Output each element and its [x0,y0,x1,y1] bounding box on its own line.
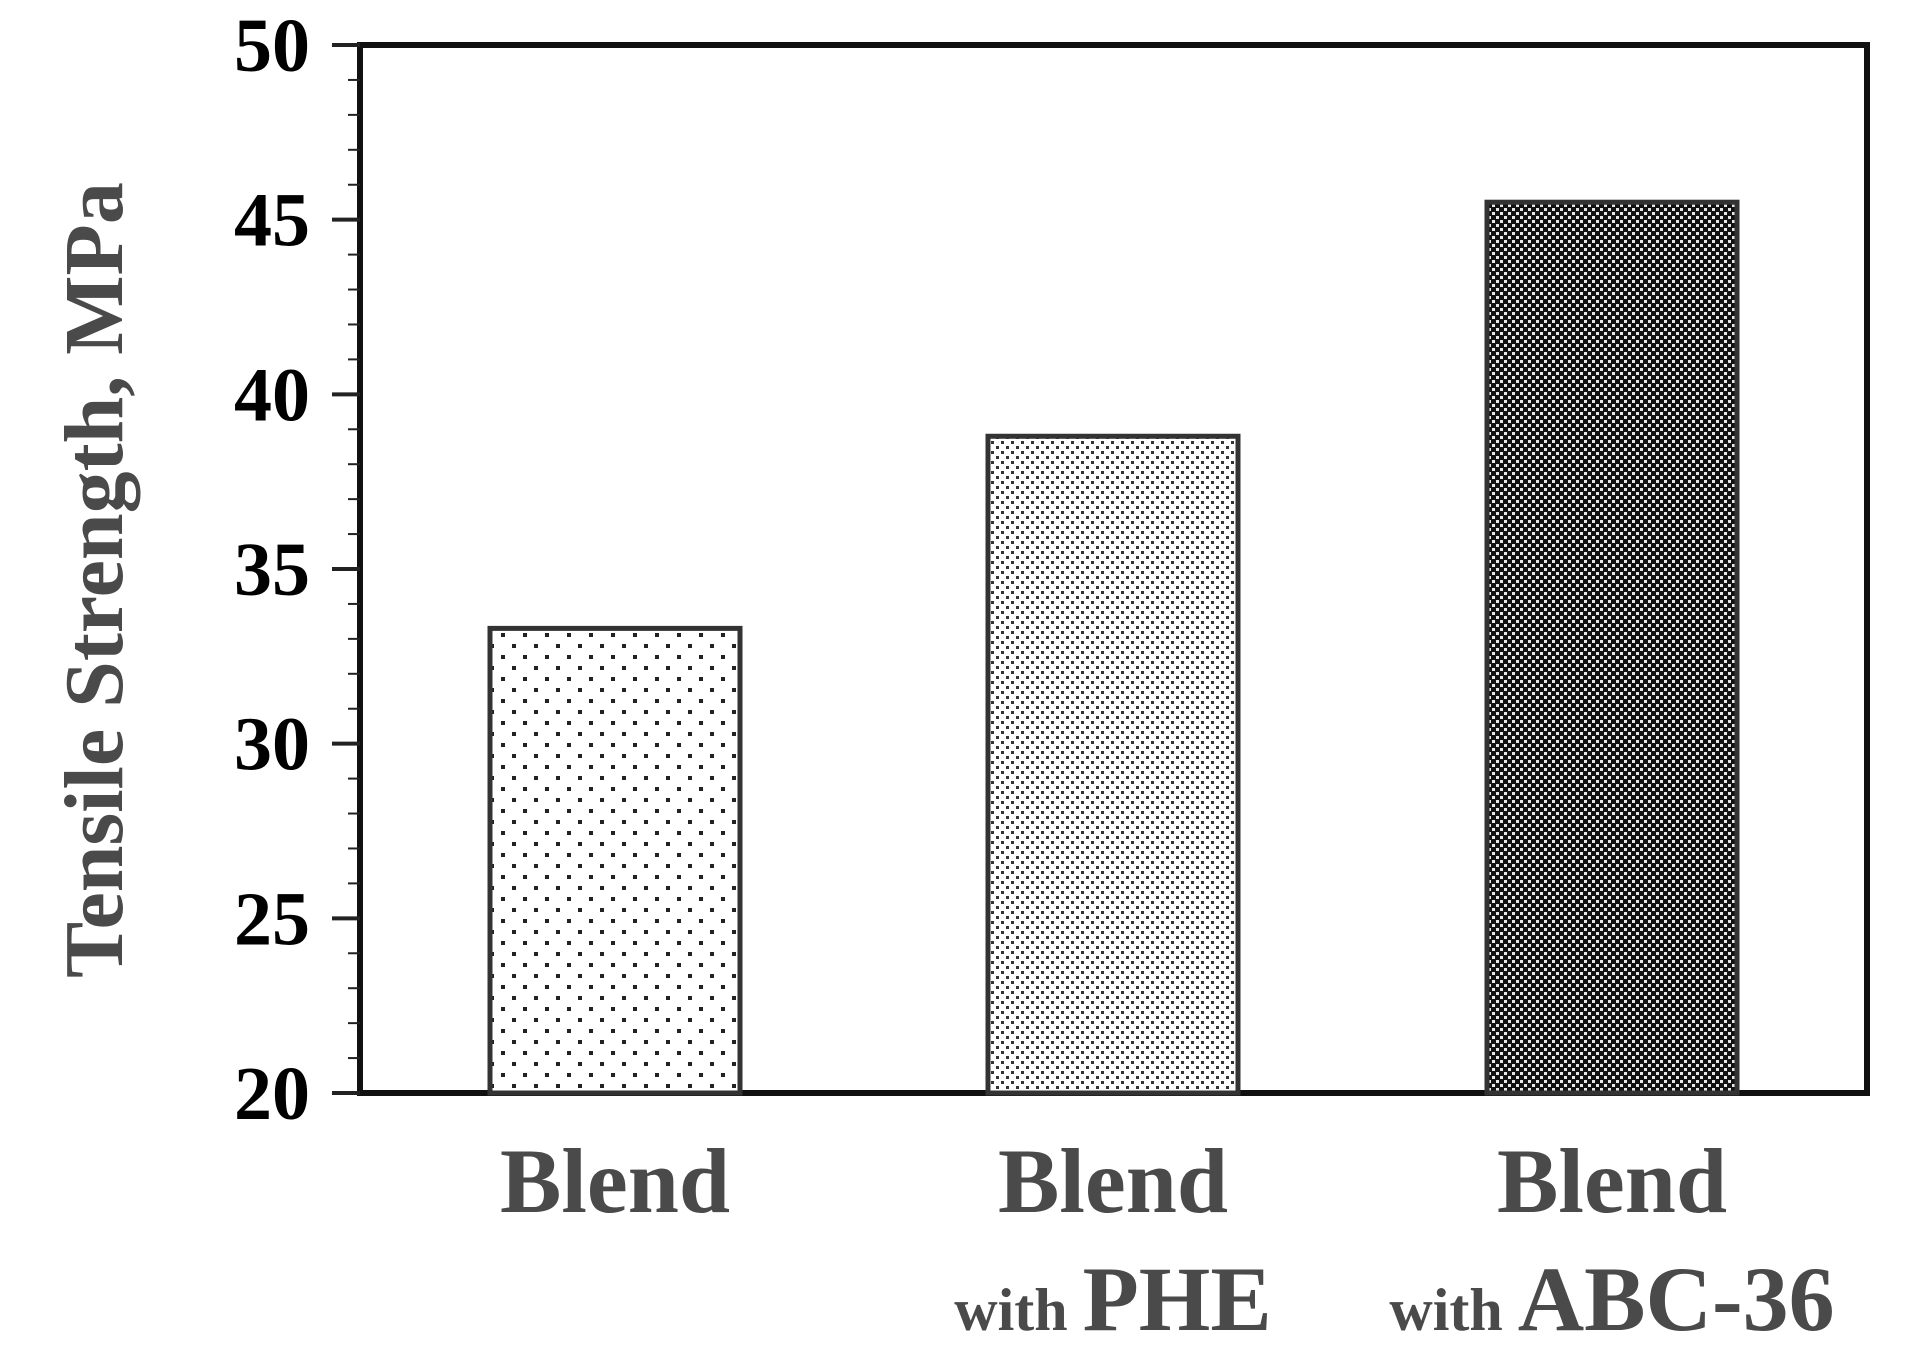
y-tick-label: 20 [234,1052,310,1136]
x-label-line1: Blend [1497,1130,1727,1232]
y-tick-label: 45 [234,179,310,263]
bar-2 [985,433,1241,1096]
y-tick-label: 35 [234,528,310,612]
x-label-line1: Blend [998,1130,1228,1232]
x-label-additive: ABC-36 [1518,1248,1835,1350]
x-axis-labels: Blend Blend with PHE Blend with ABC-36 [500,1130,1835,1350]
x-label-line2: with ABC-36 [1389,1248,1834,1350]
x-label-line2: with PHE [954,1248,1271,1350]
x-label-with: with [1389,1277,1517,1343]
x-label-with: with [954,1277,1082,1343]
bars [487,199,1740,1096]
bar-3 [1484,199,1740,1096]
x-label-line1: Blend [500,1130,730,1232]
y-tick-label: 25 [234,877,310,961]
y-tick-label: 50 [234,4,310,88]
y-tick-label: 40 [234,353,310,437]
y-axis-label: Tensile Strength, MPa [48,182,141,978]
y-tick-label: 30 [234,703,310,787]
y-axis-ticks: 20 25 30 35 40 45 50 [234,4,360,1136]
x-label-additive: PHE [1083,1248,1272,1350]
bar-1 [487,625,743,1096]
